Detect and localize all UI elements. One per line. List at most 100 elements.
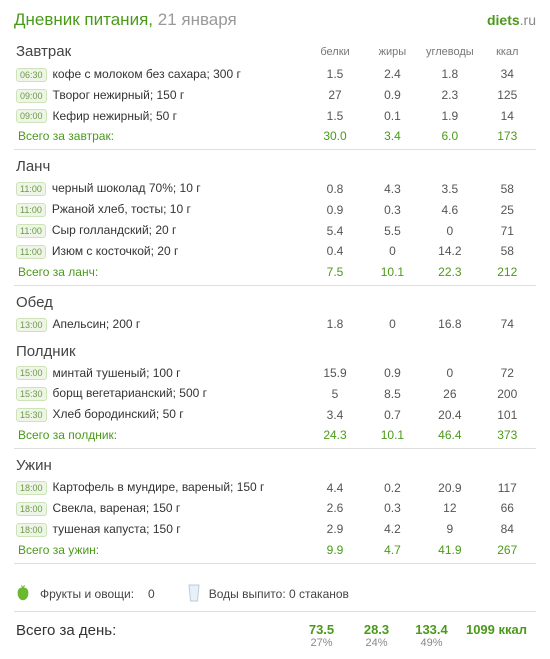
food-row: 11:00Изюм с косточкой; 20 г 0.4 0 14.2 5… xyxy=(14,241,536,262)
val-protein: 2.6 xyxy=(306,498,363,519)
val-carbs: 9 xyxy=(421,519,478,540)
val-fat: 0.7 xyxy=(364,404,421,425)
val-protein: 2.9 xyxy=(306,519,363,540)
val-protein: 0.8 xyxy=(306,178,363,199)
val-protein: 5 xyxy=(306,383,363,404)
food-row: 15:30Хлеб бородинский; 50 г 3.4 0.7 20.4… xyxy=(14,404,536,425)
food-row: 11:00Сыр голландский; 20 г 5.4 5.5 0 71 xyxy=(14,220,536,241)
val-fat: 0.9 xyxy=(364,85,421,106)
food-name[interactable]: Ржаной хлеб, тосты; 10 г xyxy=(52,202,191,216)
val-protein: 1.5 xyxy=(306,64,363,85)
food-name[interactable]: Картофель в мундире, вареный; 150 г xyxy=(53,480,265,494)
food-name[interactable]: тушеная капуста; 150 г xyxy=(53,522,181,536)
val-protein: 15.9 xyxy=(306,363,363,384)
meal-subtotal: Всего за завтрак: 30.0 3.4 6.0 173 xyxy=(14,126,536,150)
val-carbs: 3.5 xyxy=(421,178,478,199)
val-protein: 4.4 xyxy=(306,477,363,498)
food-name[interactable]: минтай тушеный; 100 г xyxy=(53,366,181,380)
food-row: 09:00Творог нежирный; 150 г 27 0.9 2.3 1… xyxy=(14,85,536,106)
time-badge: 09:00 xyxy=(16,109,47,123)
val-carbs: 16.8 xyxy=(421,314,478,335)
meal-heading: Ужин xyxy=(14,449,536,478)
brand-logo[interactable]: diets.ru xyxy=(487,12,536,28)
food-row: 09:00 Кефир нежирный; 50 г 1.5 0.1 1.9 14 xyxy=(14,106,536,127)
brand-suffix: .ru xyxy=(520,12,536,28)
val-carbs: 2.3 xyxy=(421,85,478,106)
val-kcal: 25 xyxy=(479,199,536,220)
val-fat: 4.3 xyxy=(364,178,421,199)
food-name[interactable]: Хлеб бородинский; 50 г xyxy=(53,407,184,421)
food-row: 18:00 тушеная капуста; 150 г 2.9 4.2 9 84 xyxy=(14,519,536,540)
time-badge: 13:00 xyxy=(16,318,47,332)
val-carbs: 4.6 xyxy=(421,199,478,220)
val-kcal: 117 xyxy=(479,477,536,498)
food-name[interactable]: Апельсин; 200 г xyxy=(53,317,141,331)
day-total-row: Всего за день: 73.5 28.3 133.4 1099 ккал… xyxy=(14,622,536,649)
time-badge: 11:00 xyxy=(16,245,46,259)
food-row: 15:00минтай тушеный; 100 г 15.9 0.9 0 72 xyxy=(14,363,536,384)
day-pct-fat: 24% xyxy=(349,637,404,649)
day-total-protein: 73.5 xyxy=(294,622,349,637)
food-row: 06:30 кофе с молоком без сахара; 300 г 1.… xyxy=(14,64,536,85)
val-protein: 0.4 xyxy=(306,241,363,262)
food-name[interactable]: борщ вегетарианский; 500 г xyxy=(53,386,208,400)
diary-header: Дневник питания, 21 января diets.ru xyxy=(14,10,536,30)
val-fat: 2.4 xyxy=(364,64,421,85)
food-name[interactable]: Кефир нежирный; 50 г xyxy=(53,109,178,123)
nutrition-table: Завтрак белки жиры углеводы ккал 06:30ко… xyxy=(14,40,536,564)
val-kcal: 101 xyxy=(479,404,536,425)
time-badge: 11:00 xyxy=(16,182,46,196)
day-pct-carbs: 49% xyxy=(404,637,459,649)
val-kcal: 84 xyxy=(479,519,536,540)
val-kcal: 200 xyxy=(479,383,536,404)
food-name[interactable]: кофе с молоком без сахара; 300 г xyxy=(53,67,241,81)
val-carbs: 20.9 xyxy=(421,477,478,498)
val-kcal: 66 xyxy=(479,498,536,519)
time-badge: 18:00 xyxy=(16,481,47,495)
food-name[interactable]: Творог нежирный; 150 г xyxy=(53,88,185,102)
title-text: Дневник питания xyxy=(14,10,148,29)
food-name[interactable]: черный шоколад 70%; 10 г xyxy=(52,181,201,195)
food-row: 18:00 Картофель в мундире, вареный; 150 г… xyxy=(14,477,536,498)
val-carbs: 20.4 xyxy=(421,404,478,425)
meal-heading: Полдник xyxy=(14,335,536,363)
val-protein: 27 xyxy=(306,85,363,106)
food-name[interactable]: Сыр голландский; 20 г xyxy=(52,223,177,237)
food-row: 13:00Апельсин; 200 г 1.8 0 16.8 74 xyxy=(14,314,536,335)
val-fat: 4.2 xyxy=(364,519,421,540)
time-badge: 11:00 xyxy=(16,203,46,217)
food-name[interactable]: Изюм с косточкой; 20 г xyxy=(52,244,178,258)
time-badge: 09:00 xyxy=(16,89,47,103)
val-fat: 5.5 xyxy=(364,220,421,241)
time-badge: 15:30 xyxy=(16,387,47,401)
val-fat: 0 xyxy=(364,314,421,335)
val-carbs: 0 xyxy=(421,220,478,241)
food-name[interactable]: Свекла, вареная; 150 г xyxy=(53,501,181,515)
val-fat: 0.3 xyxy=(364,199,421,220)
apple-icon xyxy=(14,584,32,605)
val-fat: 0.1 xyxy=(364,106,421,127)
time-badge: 06:30 xyxy=(16,68,47,82)
meal-subtotal: Всего за ужин: 9.9 4.7 41.9 267 xyxy=(14,540,536,564)
val-carbs: 12 xyxy=(421,498,478,519)
val-carbs: 14.2 xyxy=(421,241,478,262)
val-kcal: 74 xyxy=(479,314,536,335)
day-total-label: Всего за день: xyxy=(14,622,294,639)
val-kcal: 58 xyxy=(479,241,536,262)
val-kcal: 72 xyxy=(479,363,536,384)
val-kcal: 14 xyxy=(479,106,536,127)
fruits-label: Фрукты и овощи: xyxy=(40,587,134,601)
val-carbs: 1.9 xyxy=(421,106,478,127)
val-protein: 1.5 xyxy=(306,106,363,127)
meal-heading: Обед xyxy=(14,285,536,314)
day-total-fat: 28.3 xyxy=(349,622,404,637)
val-protein: 3.4 xyxy=(306,404,363,425)
meal-subtotal: Всего за ланч: 7.5 10.1 22.3 212 xyxy=(14,262,536,286)
meal-heading: Ланч xyxy=(14,150,536,179)
time-badge: 18:00 xyxy=(16,523,47,537)
fruits-value: 0 xyxy=(148,587,155,601)
food-row: 11:00 черный шоколад 70%; 10 г 0.8 4.3 3.… xyxy=(14,178,536,199)
footer-summary: Фрукты и овощи: 0 Воды выпито: 0 стакано… xyxy=(14,578,536,612)
val-fat: 0.3 xyxy=(364,498,421,519)
brand-accent: diets xyxy=(487,12,520,28)
